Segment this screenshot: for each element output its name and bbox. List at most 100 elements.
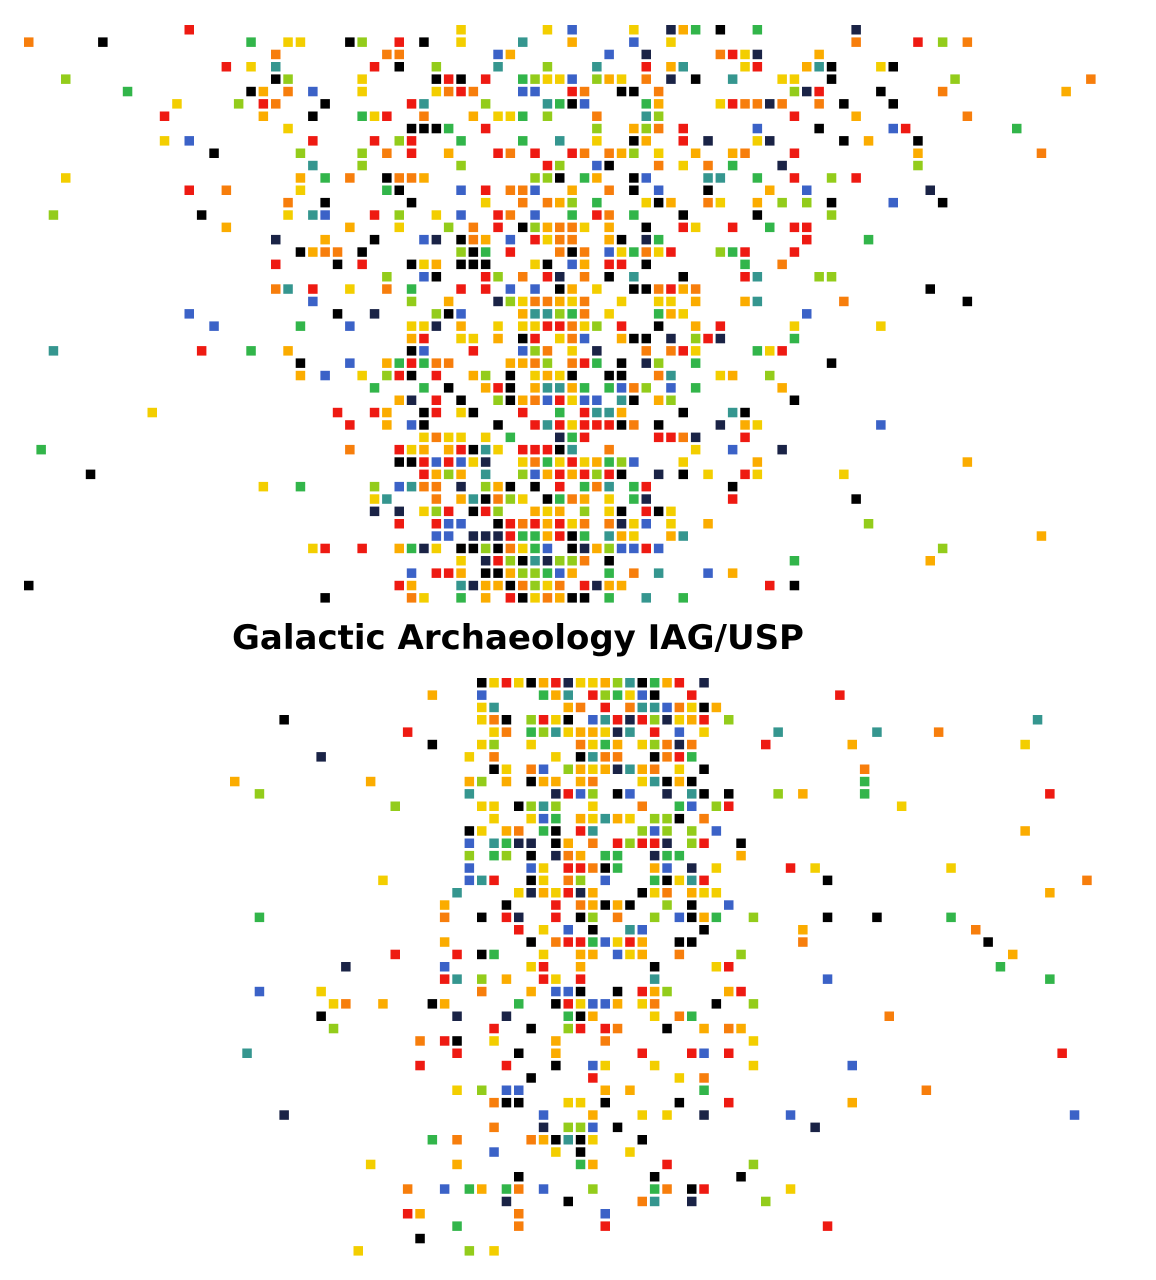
mosaic-cell xyxy=(699,888,709,898)
mosaic-cell xyxy=(501,826,512,836)
mosaic-cell xyxy=(913,160,923,171)
mosaic-cell xyxy=(526,678,536,688)
mosaic-cell xyxy=(727,407,738,418)
mosaic-cell xyxy=(505,111,516,121)
mosaic-cell xyxy=(785,1110,796,1120)
mosaic-cell xyxy=(394,210,404,220)
mosaic-cell xyxy=(501,1011,512,1021)
mosaic-cell xyxy=(382,370,392,381)
mosaic-cell xyxy=(567,543,577,554)
mosaic-cell xyxy=(542,234,553,245)
mosaic-cell xyxy=(480,469,491,480)
mosaic-cell xyxy=(563,678,573,688)
mosaic-cell xyxy=(431,309,442,319)
mosaic-cell xyxy=(1061,86,1071,97)
mosaic-cell xyxy=(674,850,685,861)
mosaic-cell xyxy=(1020,739,1030,750)
mosaic-cell xyxy=(678,457,688,467)
mosaic-cell xyxy=(419,432,429,443)
mosaic-cell xyxy=(699,838,709,848)
mosaic-cell xyxy=(468,407,479,418)
mosaic-cell xyxy=(629,272,639,282)
mosaic-cell xyxy=(588,1135,598,1145)
mosaic-cell xyxy=(773,727,783,737)
mosaic-cell xyxy=(394,580,404,591)
mosaic-cell xyxy=(612,850,623,861)
mosaic-cell xyxy=(489,1023,499,1034)
mosaic-cell xyxy=(567,457,577,467)
mosaic-cell xyxy=(369,111,380,121)
mosaic-cell xyxy=(604,519,614,529)
mosaic-cell xyxy=(439,1184,450,1194)
mosaic-cell xyxy=(456,160,466,171)
mosaic-cell xyxy=(687,715,697,725)
mosaic-cell xyxy=(526,715,536,725)
mosaic-cell xyxy=(431,506,442,517)
mosaic-cell xyxy=(649,962,660,972)
mosaic-cell xyxy=(1069,1110,1080,1120)
mosaic-cell xyxy=(526,739,536,750)
mosaic-cell xyxy=(518,543,528,554)
mosaic-cell xyxy=(505,519,516,529)
page-title: Galactic Archaeology IAG/USP xyxy=(232,618,804,658)
mosaic-cell xyxy=(538,764,549,774)
mosaic-cell xyxy=(480,494,491,504)
mosaic-cell xyxy=(653,370,664,381)
mosaic-cell xyxy=(604,148,614,158)
mosaic-cell xyxy=(431,543,442,554)
mosaic-cell xyxy=(551,752,561,762)
mosaic-cell xyxy=(703,160,713,171)
mosaic-cell xyxy=(937,37,948,47)
mosaic-cell xyxy=(542,74,553,84)
mosaic-cell xyxy=(456,37,466,47)
mosaic-cell xyxy=(711,826,722,836)
mosaic-cell xyxy=(946,863,956,873)
mosaic-cell xyxy=(666,370,676,381)
mosaic-cell xyxy=(563,999,573,1009)
mosaic-cell xyxy=(542,580,553,591)
mosaic-cell xyxy=(637,690,647,700)
mosaic-cell xyxy=(406,333,417,344)
mosaic-cell xyxy=(439,974,450,984)
mosaic-cell xyxy=(727,49,738,60)
mosaic-cell xyxy=(575,752,586,762)
mosaic-cell xyxy=(542,222,553,233)
mosaic-cell xyxy=(592,210,602,220)
mosaic-cell xyxy=(727,494,738,504)
mosaic-cell xyxy=(328,1023,339,1034)
mosaic-cell xyxy=(271,259,281,270)
mosaic-cell xyxy=(538,690,549,700)
mosaic-cell xyxy=(1032,715,1043,725)
mosaic-cell xyxy=(888,99,898,109)
mosaic-cell xyxy=(604,494,614,504)
mosaic-cell xyxy=(530,284,540,294)
mosaic-cell xyxy=(443,123,454,134)
mosaic-cell xyxy=(653,99,664,109)
mosaic-cell xyxy=(575,962,586,972)
mosaic-cell xyxy=(592,62,602,72)
mosaic-cell xyxy=(625,838,635,848)
mosaic-cell xyxy=(514,1085,524,1095)
mosaic-cell xyxy=(588,912,598,923)
mosaic-cell xyxy=(736,986,746,997)
mosaic-cell xyxy=(641,111,651,121)
mosaic-cell xyxy=(246,346,256,356)
mosaic-cell xyxy=(431,62,442,72)
mosaic-cell xyxy=(588,727,598,737)
mosaic-cell xyxy=(518,321,528,331)
mosaic-cell xyxy=(542,111,553,121)
mosaic-cell xyxy=(443,309,454,319)
mosaic-cell xyxy=(551,986,561,997)
mosaic-cell xyxy=(789,173,800,183)
mosaic-cell xyxy=(332,407,343,418)
mosaic-cell xyxy=(1020,826,1030,836)
mosaic-cell xyxy=(588,1122,598,1133)
mosaic-cell xyxy=(863,136,874,146)
mosaic-cell xyxy=(258,111,269,121)
mosaic-cell xyxy=(625,727,635,737)
mosaic-cell xyxy=(588,764,598,774)
mosaic-cell xyxy=(629,148,639,158)
mosaic-cell xyxy=(641,346,651,356)
mosaic-cell xyxy=(456,247,466,257)
mosaic-cell xyxy=(308,111,318,121)
